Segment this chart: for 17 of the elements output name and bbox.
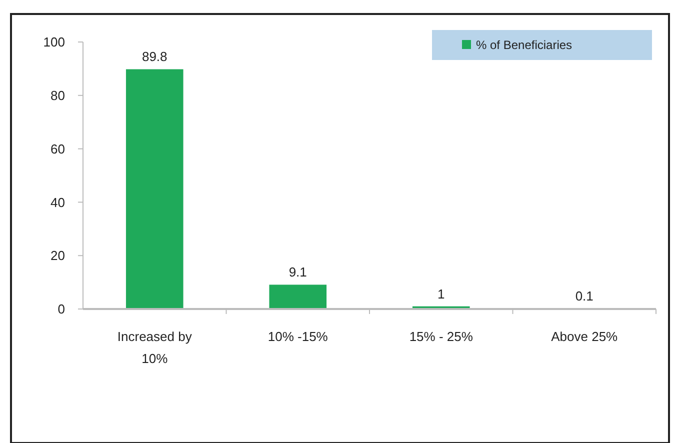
y-tick-label: 60 xyxy=(50,141,65,156)
data-label: 9.1 xyxy=(288,264,307,280)
data-label: 0.1 xyxy=(575,288,594,304)
bar xyxy=(269,284,327,309)
legend-label: % of Beneficiaries xyxy=(476,38,572,52)
y-tick-label: 100 xyxy=(43,34,65,50)
x-tick-label: 10% -15% xyxy=(268,329,328,344)
x-tick-label: Above 25% xyxy=(551,329,618,344)
x-tick-label: Increased by 10% xyxy=(117,329,192,366)
data-label: 1 xyxy=(438,286,445,302)
y-tick-label: 0 xyxy=(58,302,65,317)
y-tick-label: 20 xyxy=(50,248,65,264)
data-label: 89.8 xyxy=(142,49,168,64)
y-tick-label: 40 xyxy=(50,194,65,210)
bar xyxy=(126,69,184,309)
y-tick-label: 80 xyxy=(50,88,65,103)
x-tick-label: 15% - 25% xyxy=(409,329,474,344)
